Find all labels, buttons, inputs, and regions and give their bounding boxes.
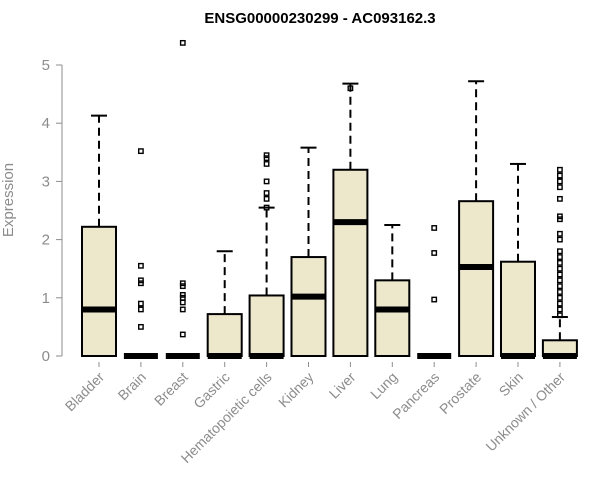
outlier-point [431, 296, 438, 303]
outlier-point [557, 259, 563, 266]
y-tick-label: 5 [42, 57, 50, 74]
outlier-point [137, 300, 144, 307]
box-group [332, 82, 369, 357]
outlier-point [431, 225, 438, 231]
outlier-point [263, 178, 270, 185]
outlier-point [557, 213, 563, 220]
outlier-point [557, 294, 563, 301]
outlier-point [557, 254, 563, 260]
box-group [500, 162, 536, 359]
box-group [541, 166, 578, 359]
outlier-point [179, 299, 186, 306]
outlier-point [347, 85, 354, 92]
x-tick-label: Bladder [62, 369, 108, 415]
outlier-point [179, 280, 186, 287]
outlier-point [137, 280, 144, 287]
x-tick-label: Liver [326, 369, 359, 402]
box-rect [332, 168, 369, 357]
outlier-point [179, 39, 186, 46]
boxplot-series [81, 39, 578, 359]
y-tick-label: 3 [42, 173, 50, 190]
outlier-point [137, 148, 144, 155]
outlier-point [137, 262, 144, 269]
box-rect [206, 313, 243, 358]
x-tick-label: Lung [367, 369, 400, 402]
y-tick-label: 1 [42, 290, 50, 307]
outlier-point [557, 277, 563, 284]
box-group [248, 152, 285, 359]
outlier-point [431, 250, 438, 256]
y-tick-label: 0 [42, 348, 50, 365]
y-axis-label: Expression [0, 163, 17, 237]
outlier-point [179, 331, 186, 338]
box-group [458, 80, 495, 357]
outlier-point [557, 306, 563, 313]
outlier-point [557, 178, 563, 185]
box-group [165, 39, 200, 359]
x-tick-label: Kidney [275, 369, 317, 411]
box-rect [81, 225, 117, 357]
outlier-point [263, 190, 270, 196]
outlier-point [557, 195, 563, 202]
outlier-point [137, 324, 144, 330]
box-group [417, 225, 452, 359]
outlier-point [557, 283, 563, 290]
outlier-point [557, 271, 563, 278]
outlier-point [557, 300, 563, 307]
y-axis: 0 1 2 3 4 5 [42, 57, 63, 365]
outlier-point [137, 306, 144, 313]
outlier-point [263, 161, 270, 167]
chart-title: ENSG00000230299 - AC093162.3 [204, 10, 435, 27]
outlier-point [179, 306, 186, 313]
y-tick-label: 2 [42, 232, 50, 249]
outlier-point [557, 248, 563, 255]
outlier-point [557, 172, 563, 179]
y-tick-label: 4 [42, 115, 50, 132]
outlier-point [557, 166, 563, 173]
box-group [374, 224, 411, 357]
outlier-point [557, 184, 563, 191]
box-rect [248, 294, 285, 357]
outlier-point [263, 195, 270, 202]
box-rect [374, 279, 411, 357]
outlier-point [557, 312, 563, 319]
box-group [81, 114, 117, 357]
outlier-point [179, 291, 186, 298]
box-group [123, 148, 158, 359]
box-rect [290, 256, 327, 357]
box-rect [500, 260, 536, 357]
outlier-point [137, 277, 144, 284]
x-tick-label: Prostate [436, 369, 484, 417]
box-group [206, 250, 243, 359]
outlier-point [179, 294, 186, 301]
outlier-point [557, 216, 563, 223]
outlier-point [263, 204, 270, 211]
outlier-point [557, 265, 563, 272]
x-tick-label: Skin [496, 369, 527, 400]
x-tick-label: Brain [115, 369, 149, 403]
box-rect [458, 200, 495, 357]
x-tick-label: Unknown / Other [482, 369, 568, 455]
x-tick-label: Pancreas [389, 369, 442, 422]
outlier-point [557, 289, 563, 295]
outlier-point [263, 152, 270, 159]
box-group [290, 146, 327, 357]
outlier-point [557, 236, 563, 243]
x-tick-label: Breast [151, 369, 191, 409]
outlier-point [263, 155, 270, 162]
outlier-point [179, 283, 186, 290]
outlier-point [557, 230, 563, 237]
